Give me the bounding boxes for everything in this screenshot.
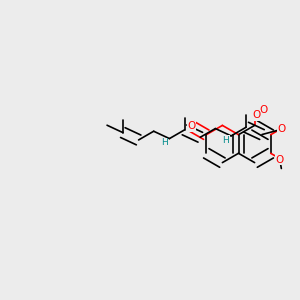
Text: H: H bbox=[222, 136, 229, 145]
Text: O: O bbox=[259, 105, 268, 115]
Text: O: O bbox=[275, 155, 284, 165]
Text: H: H bbox=[161, 138, 167, 147]
Text: O: O bbox=[252, 110, 260, 120]
Text: O: O bbox=[188, 121, 196, 131]
Text: O: O bbox=[277, 124, 285, 134]
